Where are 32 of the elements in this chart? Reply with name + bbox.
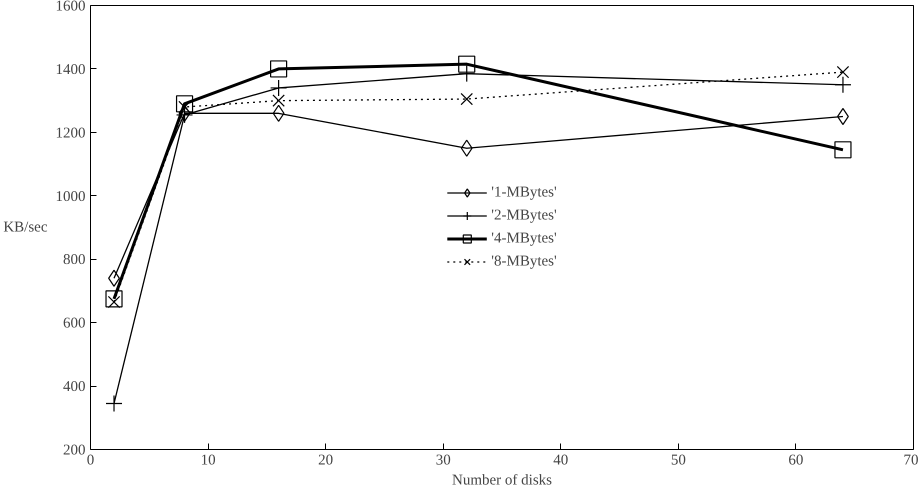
y-axis-title: KB/sec (3, 220, 48, 236)
point (458, 56, 476, 73)
y-tick-label: 1000 (56, 188, 86, 205)
x-tick-label: 20 (318, 452, 334, 468)
y-tick-label: 1400 (56, 62, 86, 78)
point (105, 290, 123, 308)
point (460, 140, 473, 157)
x-tick-label: 40 (553, 452, 568, 468)
y-tick-label: 1600 (56, 0, 86, 14)
x-tick-label: 70 (904, 452, 918, 468)
x-tick-label: 10 (200, 452, 216, 468)
x-tick-label: 60 (788, 452, 804, 468)
point (834, 141, 852, 158)
x-tick-label: 50 (670, 452, 686, 468)
legend-label: '8-MBytes' (491, 253, 557, 270)
y-tick-label: 600 (63, 316, 86, 332)
y-tick-label: 1200 (56, 125, 86, 142)
point (460, 92, 473, 106)
point (836, 66, 850, 78)
y-tick-label: 800 (63, 252, 86, 268)
y-tick-label: 200 (63, 442, 86, 458)
x-axis-title: Number of disks (452, 472, 552, 488)
x-tick-label: 30 (436, 452, 451, 468)
point (176, 95, 194, 112)
point (270, 60, 288, 78)
legend-label: '2-MBytes' (491, 207, 557, 224)
legend-label: '4-MBytes' (491, 230, 557, 247)
x-tick-label: 0 (86, 452, 94, 468)
legend-label: '1-MBytes' (491, 184, 557, 201)
point (272, 94, 285, 107)
point (272, 104, 285, 122)
y-tick-label: 400 (63, 379, 86, 396)
